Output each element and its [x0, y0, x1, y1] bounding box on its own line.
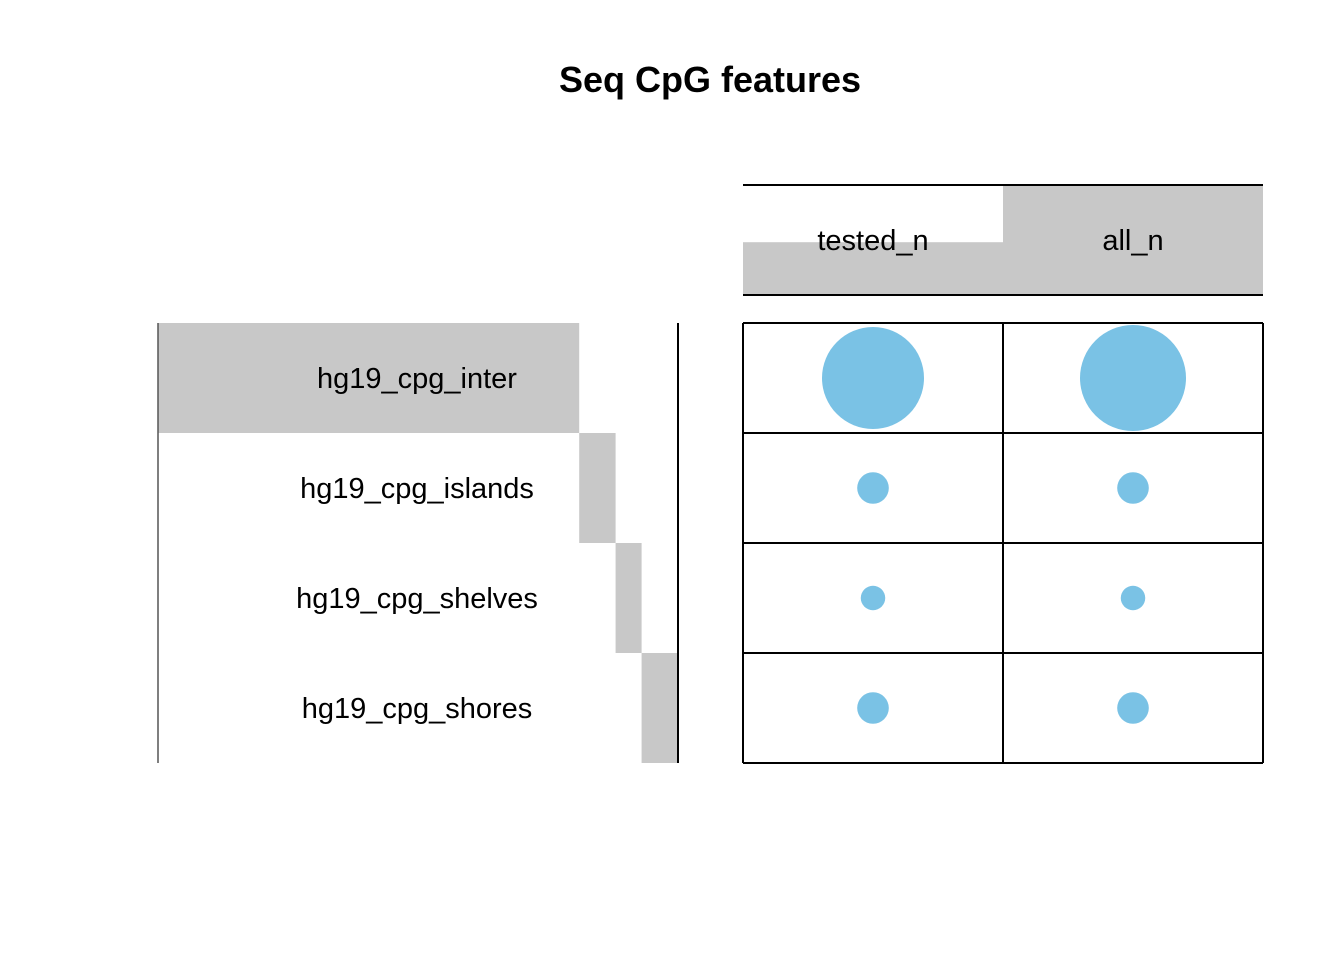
dot-grid: [742, 322, 1264, 764]
dot-hg19_cpg_islands-all_n: [1117, 472, 1149, 504]
dot-hg19_cpg_shelves-tested_n: [860, 585, 886, 611]
row-bar-hg19_cpg_inter: [158, 323, 580, 433]
dot-hg19_cpg_inter-tested_n: [822, 327, 924, 429]
chart-title: Seq CpG features: [559, 59, 861, 100]
column-label-tested_n: tested_n: [817, 225, 928, 257]
row-label-hg19_cpg_inter: hg19_cpg_inter: [317, 363, 517, 395]
dot-hg19_cpg_shores-all_n: [1117, 692, 1149, 724]
dot-hg19_cpg_inter-all_n: [1080, 325, 1186, 431]
dot-hg19_cpg_shelves-all_n: [1120, 585, 1146, 611]
row-bar-hg19_cpg_shelves: [615, 543, 642, 653]
column-label-all_n: all_n: [1102, 225, 1163, 257]
row-label-hg19_cpg_shores: hg19_cpg_shores: [302, 693, 533, 725]
column-bar-tested_n: [743, 242, 1003, 295]
dot-hg19_cpg_islands-tested_n: [857, 472, 889, 504]
row-label-hg19_cpg_shelves: hg19_cpg_shelves: [296, 583, 538, 615]
column-header: tested_n all_n: [743, 184, 1263, 296]
row-label-panel: hg19_cpg_inter hg19_cpg_islands hg19_cpg_s…: [157, 323, 679, 763]
dot-hg19_cpg_shores-tested_n: [857, 692, 889, 724]
row-label-hg19_cpg_islands: hg19_cpg_islands: [300, 473, 534, 505]
row-bar-hg19_cpg_shores: [641, 653, 678, 763]
row-bar-hg19_cpg_islands: [579, 433, 616, 543]
column-bar-all_n: [1003, 185, 1263, 295]
